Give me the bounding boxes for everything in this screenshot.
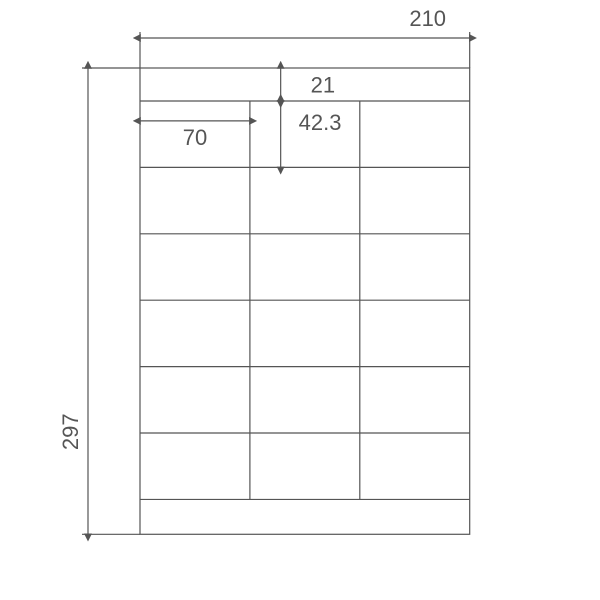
label-page-height: 297 [58, 413, 83, 450]
label-label-height: 42.3 [299, 110, 342, 135]
label-top-margin: 21 [311, 72, 335, 97]
dimension-diagram: 210 297 21 42.3 70 [0, 0, 600, 600]
label-page-width: 210 [409, 6, 446, 31]
label-label-width: 70 [183, 125, 207, 150]
